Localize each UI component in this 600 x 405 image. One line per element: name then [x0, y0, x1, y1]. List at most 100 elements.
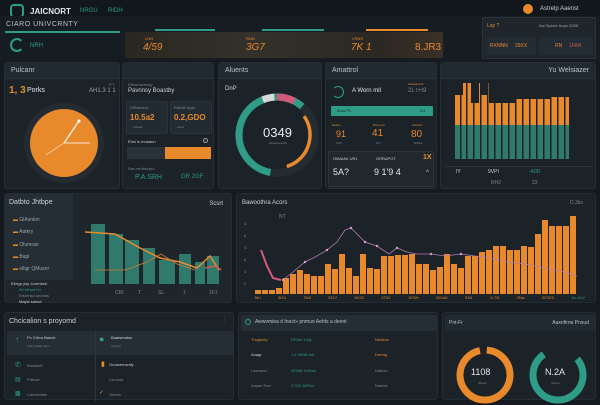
chat-icon [245, 319, 251, 325]
x-label: 1/.7B [489, 295, 500, 300]
kpi-banner [125, 32, 443, 58]
right-card-item-1-key: RXNNN [490, 43, 508, 49]
logo-text: JAICNORT [30, 7, 71, 16]
analytics-headline: A Worn mll [352, 88, 381, 94]
analytics-metric-3-sub: DSNA [414, 141, 423, 145]
x-label: 31N [464, 295, 473, 300]
panel-bars-top-title: Yu Welsiazer [548, 67, 589, 74]
table-row-4-a: Aayan Rarr [251, 383, 272, 388]
org-right-item-3[interactable]: Lsnonta [109, 377, 124, 382]
org-right-item-1[interactable]: Baatseralus [111, 335, 133, 340]
kpi-value-2: 3G7 [246, 42, 265, 53]
item-icon: ▬ [13, 254, 18, 260]
delta-x-label-4: 1 [183, 290, 186, 296]
y-label: 6 [244, 233, 247, 238]
pulse-right-small: P.T [109, 82, 115, 87]
y-label: 0 [244, 281, 247, 286]
inventory-stat-1-value: 10.5a2 [130, 113, 155, 122]
delta-item-5[interactable]: ▬ elligr QMusnr [13, 266, 49, 272]
main-chart-badge[interactable]: D.3bs [569, 200, 583, 206]
analytics-bar-value: 3.4 [419, 108, 425, 113]
delta-title: Datbto Jhtbpe [9, 199, 53, 206]
delta-item-4-label: Bapi [19, 254, 30, 260]
kpi-value-3: 7K 1 [351, 42, 372, 53]
user-avatar[interactable] [523, 4, 533, 14]
search-icon[interactable] [203, 138, 208, 143]
inventory-stat-1-sub: tvsbsat [133, 125, 143, 129]
kpi-bar-1 [155, 29, 215, 31]
org-left-item-4[interactable]: Cameinlate [27, 392, 48, 397]
table-row-1-c: Nestres [375, 337, 389, 342]
table-row-4-b: 3.303 1BRen [291, 383, 315, 388]
header-title: CIARO UNIVCRNTY [6, 21, 79, 28]
header-right-card: Lay ? Aai Spsrnt Isnys 20E8 RXNNN 29XX R… [482, 17, 596, 59]
panel-main-chart: Bawoothra Acors D.3bs NT D 6 G 6 4 0 Mrl… [236, 193, 596, 303]
main-chart-title: Bawoothra Acors [242, 200, 288, 206]
analytics-bottom-badge: 1X [423, 154, 432, 161]
header-widget-label: NRH [30, 43, 43, 49]
delta-x-label-3: SL [158, 290, 165, 296]
bars-top-divider [445, 166, 593, 167]
panel-bars-top: Yu Welsiazer IY 9VPI -A0D RH2 23 [440, 62, 596, 189]
nav-item-1[interactable]: NRGU [80, 8, 98, 14]
analytics-bottom-left-label: OMAIAK UR1 [333, 156, 358, 161]
org-left-item-3[interactable]: Prtfsae [27, 377, 40, 382]
bar-icon: ▮ [101, 361, 105, 368]
chart-icon: ▩ [15, 391, 21, 397]
bars-top-chart-svg [455, 83, 569, 159]
x-label: 5V22 [354, 295, 364, 300]
right-card-subtitle: Aai Spsrnt Isnys 20E8 [539, 23, 579, 28]
chevron-up-icon[interactable]: ^ [426, 170, 429, 176]
user-name[interactable]: Astrelp Aaenst [540, 6, 579, 12]
inventory-stat-2-label: RaNat Iwgrt [174, 105, 196, 110]
table-row-1-a: Tnvgenty [251, 337, 268, 342]
analytics-right-kicker: Saasanrant [408, 82, 424, 86]
panel-pulse: Pulcanr 1, 3 Porks P.T AH1.3 1 1 [4, 62, 120, 189]
x-label: 1ESH [407, 295, 419, 300]
panel-pulse-header: Pulcanr [5, 63, 119, 79]
org-right-item-2[interactable]: Orcanemsntly [109, 362, 134, 367]
donut-1-sub: Ihssan [478, 381, 487, 385]
x-label: 2Nw [516, 295, 525, 300]
analytics-arrow-icon [332, 86, 344, 98]
analytics-bottom-left-value: 5A? [333, 167, 350, 177]
analytics-bottom-mid-label: GRRAPOT [376, 156, 396, 161]
accounts-center-sub: Assawa ansh [269, 141, 287, 145]
x-label: 1w.AVV [571, 295, 585, 300]
analytics-metric-2-value: 41 [372, 128, 384, 139]
x-label: 7N8 [303, 295, 311, 300]
right-card-item-1-val: 29XX [515, 43, 528, 49]
org-header-row [7, 331, 233, 355]
accounts-center-value: 0349 [263, 125, 292, 140]
delta-item-2[interactable]: ▬ Aatkry [13, 229, 33, 235]
table-row-2-c: Dorntg [375, 352, 388, 357]
inventory-footer-label: Rax wrrlbscbrs [128, 166, 155, 171]
table-row-4-c: Naebis [375, 383, 388, 388]
bars-top-footer-2: 9VPI [488, 169, 499, 175]
delta-item-3[interactable]: ▬ Olumran [13, 242, 39, 248]
delta-item-4[interactable]: ▬ Bapi [13, 254, 29, 260]
inventory-title: Pavnnsy Boastby [128, 88, 175, 94]
delta-item-1[interactable]: ▬ GlAsnkm [13, 217, 40, 223]
table-row-3-a: Lasrtonrt [251, 368, 267, 373]
accounts-ring-chart [235, 93, 319, 177]
inventory-progress-track [127, 147, 211, 159]
kpi-value-1: 4/59 [143, 42, 163, 53]
gauge-icon [10, 38, 24, 52]
table-row-1-b: DF5at 1:6ty [291, 337, 312, 342]
org-more-icon[interactable]: ⋮ [222, 317, 227, 323]
analytics-metric-2-sub: 16.7 [376, 141, 382, 145]
pulse-headline-label: Porks [27, 87, 45, 94]
clock-hands-icon [45, 119, 90, 156]
org-right-item-4[interactable]: Oinnta [109, 392, 121, 397]
org-left-item-1-sub: ssnl ranalsn anrn [27, 344, 50, 348]
y-label: D [244, 221, 247, 226]
org-left-item-1[interactable]: Pc Crfrra Bancb [27, 335, 56, 340]
nav-item-2[interactable]: RIDH [108, 8, 123, 14]
inventory-stat-2-sub: ssurs [177, 125, 185, 129]
donut-chart-2 [529, 346, 587, 404]
org-left-item-2[interactable]: Basakoff [27, 363, 43, 368]
table-row-3-b: 05V88 1Hihsn [291, 368, 317, 373]
header-strip: CIARO UNIVCRNTY NRH LNN 4/59 RNN 3G7 VSN… [0, 16, 600, 60]
panel-analytics-title: Amattrol [332, 67, 359, 74]
